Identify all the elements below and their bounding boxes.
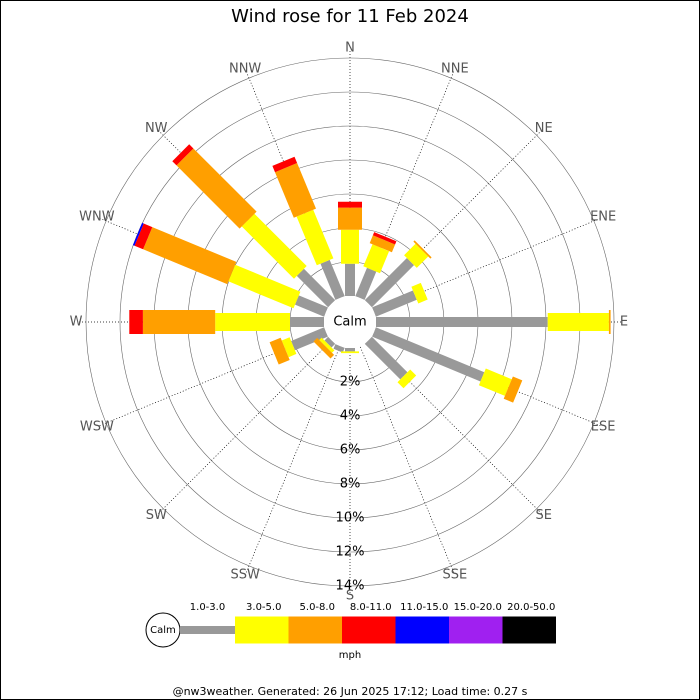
wind-bar	[132, 222, 144, 246]
wind-bar	[338, 207, 362, 230]
wind-bar	[319, 337, 335, 353]
wind-bar	[291, 327, 328, 351]
legend-swatch	[288, 616, 342, 644]
footer: @nw3weather. Generated: 26 Jun 2025 17:1…	[173, 685, 528, 698]
wind-bar	[172, 144, 194, 166]
wind-bar	[143, 227, 237, 285]
wind-bar	[341, 351, 359, 354]
wind-bar	[364, 336, 408, 380]
legend-label: 3.0-5.0	[246, 602, 281, 613]
wind-bar	[369, 235, 396, 253]
legend-label: 11.0-15.0	[400, 602, 448, 613]
direction-label: SSW	[230, 568, 260, 583]
legend-label: 8.0-11.0	[350, 602, 392, 613]
wind-bar	[296, 209, 334, 266]
wind-bar	[413, 240, 432, 259]
calm-label: Calm	[333, 315, 366, 330]
wind-bar	[404, 243, 429, 268]
ring-label: 12%	[336, 545, 365, 560]
legend-label: 20.0-50.0	[507, 602, 555, 613]
legend-unit: mph	[339, 650, 361, 661]
wind-bar	[345, 348, 355, 352]
direction-label: NE	[535, 121, 553, 136]
wind-bar	[129, 310, 143, 334]
wind-bar	[372, 327, 485, 382]
legend-swatch	[449, 616, 503, 644]
wind-bar	[295, 295, 328, 317]
wind-bar	[503, 376, 523, 403]
direction-label: E	[620, 315, 628, 330]
wind-bar	[272, 156, 298, 173]
direction-label: ESE	[591, 419, 616, 434]
legend-swatch	[180, 626, 235, 634]
spoke	[157, 321, 351, 515]
spoke	[349, 321, 455, 574]
wind-bar	[608, 310, 611, 334]
direction-label: SE	[536, 508, 552, 523]
legend-swatch	[395, 616, 449, 644]
wind-bar	[364, 258, 414, 308]
wind-bar	[324, 336, 336, 348]
wind-bar	[478, 368, 512, 396]
wind-bar	[333, 344, 345, 353]
wind-bar	[290, 317, 324, 327]
legend-label: 5.0-8.0	[300, 602, 335, 613]
wind-bar	[269, 337, 290, 365]
wind-bar	[338, 201, 362, 208]
legend-calm-label: Calm	[150, 625, 176, 636]
wind-bar	[142, 310, 216, 334]
wind-bar	[397, 369, 417, 389]
direction-label: WNW	[79, 210, 115, 225]
wind-bar	[345, 263, 355, 296]
direction-label: NW	[145, 121, 168, 136]
direction-label: SW	[146, 508, 167, 523]
wind-bar	[281, 337, 297, 358]
direction-label: N	[345, 41, 355, 56]
direction-label: ENE	[590, 210, 616, 225]
wind-bar	[411, 282, 428, 304]
legend-label: 1.0-3.0	[190, 602, 225, 613]
direction-label: NNW	[229, 61, 261, 76]
wind-bar	[228, 264, 301, 309]
wind-bar	[355, 267, 377, 300]
ring-label: 10%	[336, 511, 365, 526]
wind-bar	[341, 229, 359, 264]
direction-label: SSE	[442, 568, 467, 583]
legend-label: 15.0-20.0	[454, 602, 502, 613]
direction-label: S	[346, 589, 354, 604]
ring-label: 4%	[340, 409, 361, 424]
chart-title: Wind rose for 11 Feb 2024	[231, 6, 469, 27]
wind-bar	[320, 259, 345, 300]
direction-label: WSW	[80, 419, 114, 434]
ring	[85, 57, 615, 587]
ring-label: 6%	[340, 443, 361, 458]
wind-bar	[313, 337, 335, 359]
wind-bar	[376, 317, 548, 327]
wind-bar	[176, 148, 257, 229]
wind-bar	[134, 223, 153, 250]
wind-bar	[215, 313, 290, 331]
direction-label: NNE	[441, 61, 469, 76]
legend-swatch	[235, 616, 289, 644]
wind-bar	[241, 213, 307, 279]
wind-bar	[547, 313, 609, 331]
ring-label: 14%	[336, 579, 365, 594]
legend-swatch	[342, 616, 396, 644]
legend-swatch	[502, 616, 556, 644]
spoke	[245, 321, 351, 574]
calm-circle	[324, 296, 376, 348]
wind-bar	[363, 244, 390, 274]
wind-bar	[372, 290, 417, 317]
wind-bar	[296, 268, 336, 308]
wind-bar	[372, 232, 397, 245]
direction-label: W	[70, 315, 83, 330]
ring-label: 2%	[340, 375, 361, 390]
ring-label: 8%	[340, 477, 361, 492]
wind-bar	[275, 163, 316, 218]
